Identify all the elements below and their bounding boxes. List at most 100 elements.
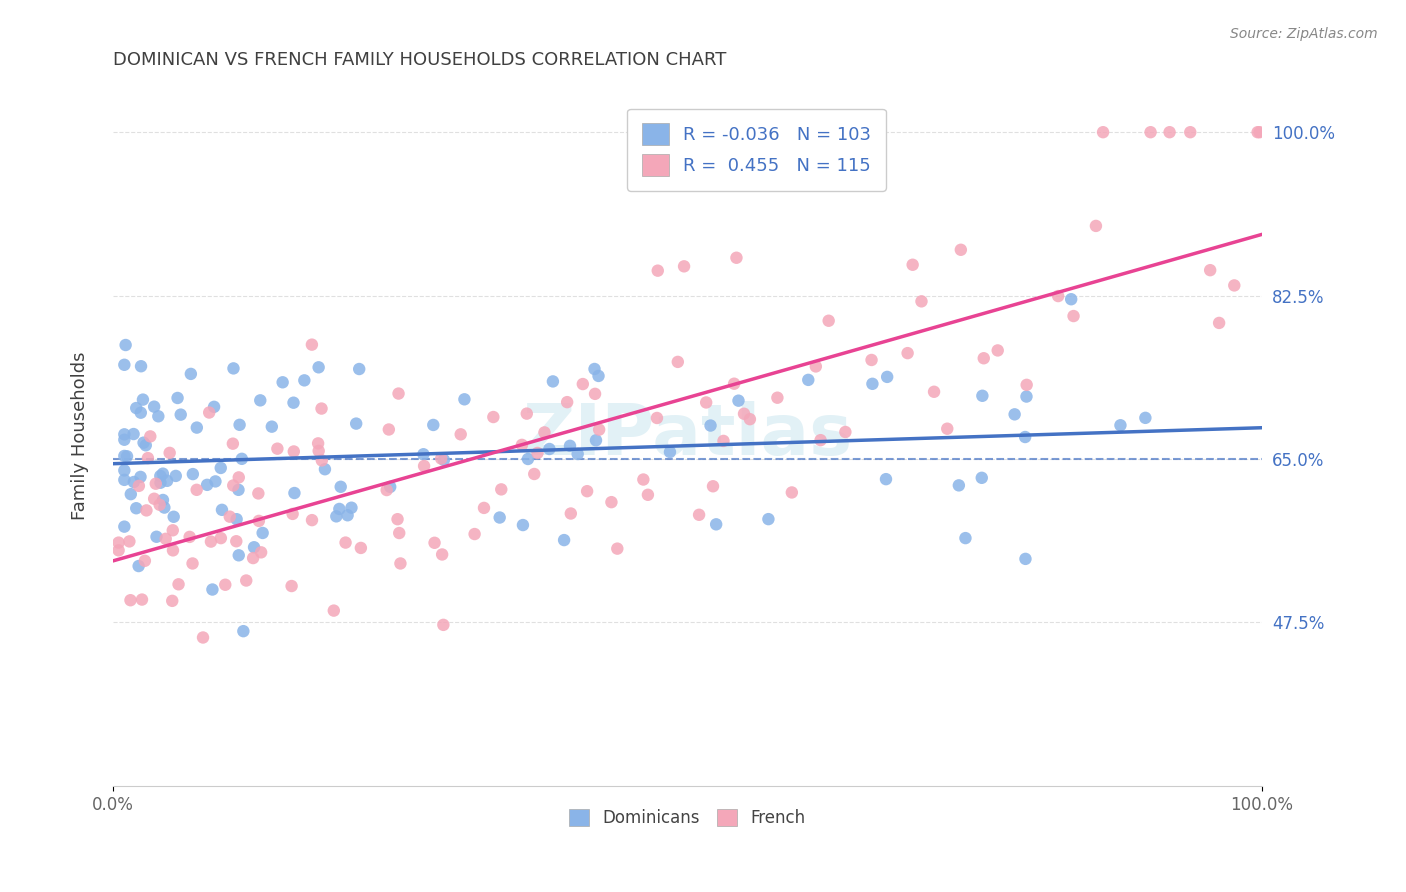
Point <box>266 442 288 456</box>
Point <box>181 557 204 571</box>
Point <box>876 370 898 384</box>
Point <box>198 405 221 419</box>
Point <box>162 594 184 608</box>
Point <box>112 433 135 447</box>
Text: Source: ZipAtlas.com: Source: ZipAtlas.com <box>1230 27 1378 41</box>
Point <box>280 579 302 593</box>
Point <box>163 509 186 524</box>
Point <box>136 451 159 466</box>
Point <box>1014 430 1036 444</box>
Point <box>350 541 373 555</box>
Point <box>155 532 177 546</box>
Point <box>143 400 166 414</box>
Point <box>523 467 546 481</box>
Point <box>135 438 157 452</box>
Point <box>301 337 323 351</box>
Point <box>433 453 456 467</box>
Point <box>129 359 152 374</box>
Point <box>283 395 305 409</box>
Point <box>114 338 136 352</box>
Point <box>491 483 513 497</box>
Point <box>159 446 181 460</box>
Point <box>572 377 595 392</box>
Point <box>585 434 607 448</box>
Point <box>139 429 162 443</box>
Point <box>195 478 218 492</box>
Point <box>129 406 152 420</box>
Point <box>453 392 475 407</box>
Point <box>797 373 820 387</box>
Point <box>576 484 599 499</box>
Point <box>688 508 710 522</box>
Point <box>1159 125 1181 139</box>
Point <box>699 418 721 433</box>
Point <box>308 360 330 375</box>
Point <box>228 483 250 497</box>
Point <box>329 480 352 494</box>
Point <box>817 314 839 328</box>
Point <box>1180 125 1202 139</box>
Point <box>228 470 250 484</box>
Point <box>335 535 357 549</box>
Point <box>235 574 257 588</box>
Point <box>283 486 305 500</box>
Point <box>311 453 333 467</box>
Point <box>1047 289 1070 303</box>
Point <box>145 476 167 491</box>
Point <box>922 384 945 399</box>
Point <box>430 451 453 466</box>
Point <box>165 469 187 483</box>
Point <box>860 353 883 368</box>
Point <box>125 401 148 415</box>
Point <box>862 376 884 391</box>
Point <box>292 373 315 387</box>
Point <box>533 425 555 440</box>
Point <box>260 419 283 434</box>
Point <box>901 258 924 272</box>
Point <box>225 512 247 526</box>
Point <box>112 358 135 372</box>
Point <box>301 513 323 527</box>
Point <box>134 554 156 568</box>
Point <box>131 592 153 607</box>
Point <box>120 593 142 607</box>
Point <box>247 514 270 528</box>
Point <box>132 392 155 407</box>
Point <box>232 624 254 639</box>
Point <box>125 501 148 516</box>
Point <box>129 470 152 484</box>
Point <box>560 507 582 521</box>
Point <box>488 510 510 524</box>
Point <box>526 446 548 460</box>
Point <box>202 400 225 414</box>
Point <box>1139 125 1161 139</box>
Point <box>153 500 176 515</box>
Point <box>1015 390 1038 404</box>
Point <box>482 410 505 425</box>
Point <box>738 412 761 426</box>
Point <box>606 541 628 556</box>
Point <box>107 543 129 558</box>
Point <box>344 417 367 431</box>
Point <box>987 343 1010 358</box>
Point <box>472 500 495 515</box>
Point <box>970 471 993 485</box>
Point <box>118 534 141 549</box>
Point <box>388 526 411 541</box>
Point <box>555 395 578 409</box>
Point <box>1135 410 1157 425</box>
Point <box>249 393 271 408</box>
Point <box>541 375 564 389</box>
Point <box>122 475 145 489</box>
Point <box>120 487 142 501</box>
Point <box>311 401 333 416</box>
Point <box>723 376 745 391</box>
Point <box>166 391 188 405</box>
Point <box>583 362 606 376</box>
Point <box>725 251 748 265</box>
Point <box>973 351 995 366</box>
Point <box>1014 552 1036 566</box>
Point <box>387 386 409 401</box>
Point <box>673 260 696 274</box>
Point <box>340 500 363 515</box>
